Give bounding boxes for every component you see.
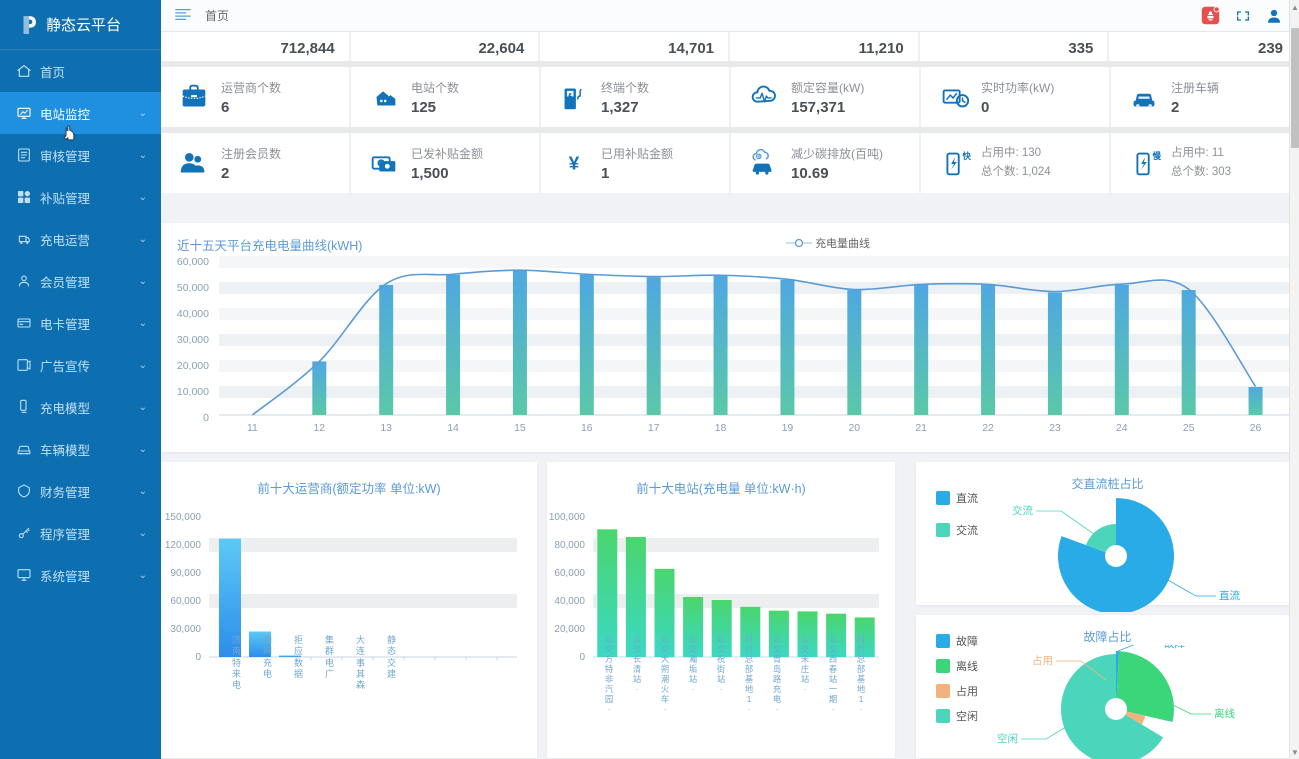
svg-text:¥: ¥ <box>569 154 580 175</box>
svg-text:离线: 离线 <box>1214 707 1236 720</box>
svg-text:24: 24 <box>1116 422 1128 434</box>
svg-text:11: 11 <box>247 422 258 434</box>
svg-text:直流: 直流 <box>1219 589 1241 602</box>
svg-text:21: 21 <box>915 422 927 434</box>
svg-text:40,000: 40,000 <box>177 308 209 320</box>
svg-text:13: 13 <box>380 422 392 434</box>
svg-text:10,000: 10,000 <box>177 386 209 398</box>
svg-text:40,000: 40,000 <box>554 596 585 607</box>
svg-text:30,000: 30,000 <box>177 334 209 346</box>
svg-text:12: 12 <box>313 422 325 434</box>
svg-text:交流: 交流 <box>1012 504 1034 517</box>
svg-text:22: 22 <box>982 422 994 434</box>
svg-text:120,000: 120,000 <box>165 540 202 551</box>
svg-text:快: 快 <box>963 151 972 161</box>
svg-text:17: 17 <box>648 422 660 434</box>
svg-text:20,000: 20,000 <box>554 624 585 635</box>
svg-text:23: 23 <box>1049 422 1061 434</box>
svg-text:16: 16 <box>581 422 593 434</box>
svg-text:60,000: 60,000 <box>170 596 201 607</box>
svg-text:0: 0 <box>203 412 209 424</box>
svg-text:30,000: 30,000 <box>170 624 201 635</box>
svg-text:空闲: 空闲 <box>997 732 1018 745</box>
svg-text:19: 19 <box>782 422 794 434</box>
svg-text:15: 15 <box>514 422 526 434</box>
svg-text:60,000: 60,000 <box>554 568 585 579</box>
svg-text:90,000: 90,000 <box>170 568 201 579</box>
svg-text:80,000: 80,000 <box>554 540 585 551</box>
svg-text:50,000: 50,000 <box>177 282 209 294</box>
svg-text:60,000: 60,000 <box>177 256 209 268</box>
svg-text:20,000: 20,000 <box>177 360 209 372</box>
svg-text:慢: 慢 <box>1153 151 1162 161</box>
svg-text:故障: 故障 <box>1164 645 1186 650</box>
svg-text:14: 14 <box>447 422 459 434</box>
svg-text:26: 26 <box>1250 422 1262 434</box>
svg-text:18: 18 <box>715 422 727 434</box>
svg-text:0: 0 <box>579 652 585 663</box>
svg-text:25: 25 <box>1183 422 1195 434</box>
svg-text:0: 0 <box>195 652 201 663</box>
svg-text:20: 20 <box>848 422 860 434</box>
svg-text:占用: 占用 <box>1032 654 1053 667</box>
svg-text:100,000: 100,000 <box>549 512 586 523</box>
svg-text:150,000: 150,000 <box>165 512 202 523</box>
